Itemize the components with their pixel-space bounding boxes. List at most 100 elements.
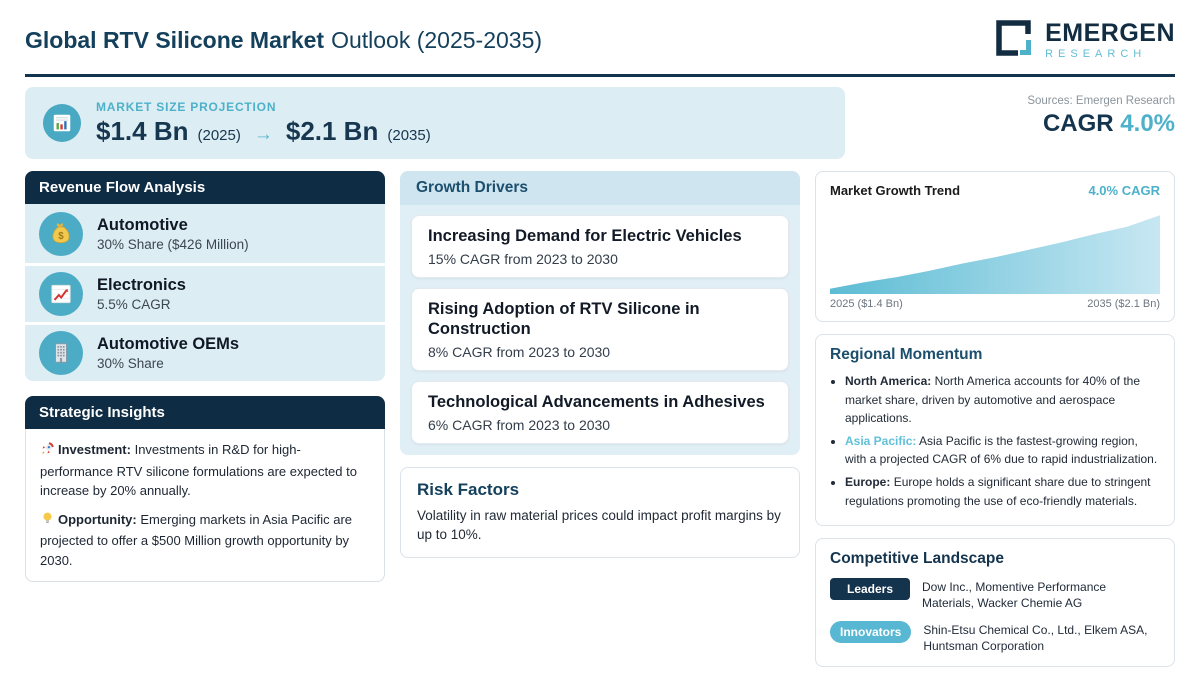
trend-x-axis: 2025 ($1.4 Bn) 2035 ($2.1 Bn) (830, 298, 1160, 310)
market-size-projection-label: MARKET SIZE PROJECTION (96, 99, 277, 114)
cagr-label: CAGR (1042, 110, 1114, 137)
office-building-icon (39, 331, 83, 375)
leaders-companies: Dow Inc., Momentive Performance Material… (922, 580, 1107, 610)
revenue-row-title: Automotive OEMs (97, 335, 240, 353)
competitive-row-innovators: Innovators Shin-Etsu Chemical Co., Ltd.,… (830, 621, 1160, 654)
page-title-rest: Outlook (2025-2035) (331, 27, 543, 53)
growth-driver-subtitle: 8% CAGR from 2023 to 2030 (428, 343, 611, 360)
insight-label: Opportunity: (58, 511, 137, 527)
growth-driver-subtitle: 15% CAGR from 2023 to 2030 (428, 250, 618, 267)
region-item-north-america: North America: North America accounts fo… (845, 372, 1160, 428)
insight-text: Investments in R&D for high-performance … (40, 442, 357, 498)
revenue-row-text: Electronics 5.5% CAGR (97, 276, 186, 312)
revenue-row-title: Electronics (97, 276, 186, 294)
growth-trend-chart (830, 215, 1160, 294)
revenue-row-electronics: Electronics 5.5% CAGR (25, 263, 385, 322)
strategic-insights-body: Investment: Investments in R&D for high-… (25, 429, 385, 582)
svg-text:$: $ (58, 230, 64, 241)
revenue-row-subtitle: 5.5% CAGR (97, 297, 171, 312)
hero-text: MARKET SIZE PROJECTION $1.4 Bn (2025) → … (96, 100, 431, 147)
growth-driver-card: Rising Adoption of RTV Silicone in Const… (411, 287, 789, 371)
growth-area (830, 215, 1160, 294)
emergen-research-logo: EMERGEN RESEARCH (992, 16, 1175, 65)
chart-increasing-icon (39, 272, 83, 316)
revenue-flow-header: Revenue Flow Analysis (25, 171, 385, 204)
cagr-stat: CAGR 4.0% (1027, 110, 1175, 138)
strategic-insights-header: Strategic Insights (25, 396, 385, 429)
money-bag-icon: $ (39, 211, 83, 256)
trend-x-end: 2035 ($2.1 Bn) (1087, 298, 1160, 310)
left-column: Revenue Flow Analysis $ Automotive (25, 171, 385, 582)
regional-momentum-card: Regional Momentum North America: North A… (815, 334, 1175, 527)
infographic-page: Global RTV Silicone Market Outlook (2025-… (0, 0, 1200, 667)
sources-note: Sources: Emergen Research (1027, 95, 1175, 107)
competitive-row-leaders: Leaders Dow Inc., Momentive Performance … (830, 578, 1160, 611)
innovators-companies: Shin-Etsu Chemical Co., Ltd., Elkem ASA,… (923, 623, 1148, 653)
growth-driver-title: Rising Adoption of RTV Silicone in Const… (428, 299, 700, 339)
growth-driver-card: Increasing Demand for Electric Vehicles … (411, 215, 789, 278)
content-columns: Revenue Flow Analysis $ Automotive (25, 171, 1175, 667)
region-text: North America accounts for 40% of the ma… (845, 374, 1141, 426)
region-label: North America: (845, 374, 932, 388)
strategic-insights-card: Strategic Insights Investment: Investmen… (25, 396, 385, 582)
page-title: Global RTV Silicone Market Outlook (2025-… (25, 27, 542, 54)
revenue-row-text: Automotive OEMs 30% Share (97, 335, 239, 371)
market-size-values: $1.4 Bn (2025) → $2.1 Bn (2035) (96, 116, 431, 147)
region-item-europe: Europe: Europe holds a significant share… (845, 473, 1160, 510)
region-label: Asia Pacific: (845, 433, 917, 448)
revenue-row-automotive-oems: Automotive OEMs 30% Share (25, 322, 385, 381)
logo-line2: RESEARCH (1045, 48, 1147, 60)
hero-row: MARKET SIZE PROJECTION $1.4 Bn (2025) → … (25, 87, 1175, 159)
insight-label: Investment: (58, 442, 131, 457)
hero-side: Sources: Emergen Research CAGR 4.0% (1027, 87, 1175, 159)
logo-text: EMERGEN RESEARCH (1045, 21, 1175, 60)
light-bulb-icon (40, 511, 55, 532)
regional-momentum-title: Regional Momentum (830, 346, 983, 363)
page-title-bold: Global RTV Silicone Market (25, 27, 325, 53)
start-year: (2025) (197, 126, 241, 144)
growth-driver-title: Increasing Demand for Electric Vehicles (428, 227, 742, 245)
insight-opportunity: Opportunity: Emerging markets in Asia Pa… (40, 510, 370, 571)
arrow-right-icon: → (253, 123, 273, 145)
region-text: Europe holds a significant share due to … (845, 474, 1151, 508)
revenue-flow-card: Revenue Flow Analysis $ Automotive (25, 171, 385, 381)
competitive-landscape-card: Competitive Landscape Leaders Dow Inc., … (815, 538, 1175, 667)
growth-drivers-section: Growth Drivers Increasing Demand for Ele… (400, 171, 800, 455)
innovators-badge: Innovators (830, 621, 912, 644)
end-year: (2035) (387, 126, 431, 144)
regional-momentum-list: North America: North America accounts fo… (830, 372, 1160, 510)
growth-driver-subtitle: 6% CAGR from 2023 to 2030 (428, 416, 611, 433)
market-growth-trend-card: Market Growth Trend 4.0% CAGR 2025 ($1.4… (815, 171, 1175, 322)
revenue-row-automotive: $ Automotive 30% Share ($426 Million) (25, 204, 385, 263)
revenue-row-subtitle: 30% Share ($426 Million) (97, 236, 249, 252)
end-value: $2.1 Bn (285, 115, 379, 146)
revenue-row-title: Automotive (97, 215, 188, 234)
risk-factors-text: Volatility in raw material prices could … (417, 507, 781, 543)
insight-text: Emerging markets in Asia Pacific are pro… (40, 511, 353, 568)
insight-investment: Investment: Investments in R&D for high-… (40, 440, 370, 501)
competitive-landscape-title: Competitive Landscape (830, 550, 1004, 568)
risk-factors-title: Risk Factors (417, 479, 520, 499)
region-text: Asia Pacific is the fastest-growing regi… (845, 433, 1158, 467)
region-item-asia-pacific: Asia Pacific: Asia Pacific is the fastes… (845, 432, 1160, 469)
growth-driver-title: Technological Advancements in Adhesives (428, 392, 765, 411)
middle-column: Growth Drivers Increasing Demand for Ele… (400, 171, 800, 558)
trend-title: Market Growth Trend (830, 183, 961, 198)
growth-driver-card: Technological Advancements in Adhesives … (411, 380, 789, 444)
start-value: $1.4 Bn (96, 115, 189, 146)
cagr-value: 4.0% (1120, 110, 1175, 137)
trend-x-start: 2025 ($1.4 Bn) (830, 298, 903, 310)
logo-square-icon (992, 16, 1036, 65)
header: Global RTV Silicone Market Outlook (2025-… (25, 16, 1175, 77)
rocket-icon (40, 441, 55, 462)
growth-drivers-header: Growth Drivers (400, 171, 800, 205)
market-size-projection-band: MARKET SIZE PROJECTION $1.4 Bn (2025) → … (25, 87, 845, 159)
region-label: Europe: (845, 474, 891, 489)
right-column: Market Growth Trend 4.0% CAGR 2025 ($1.4… (815, 171, 1175, 667)
trend-head: Market Growth Trend 4.0% CAGR (830, 183, 1160, 198)
trend-cagr-badge: 4.0% CAGR (1088, 183, 1160, 198)
revenue-row-text: Automotive 30% Share ($426 Million) (97, 216, 249, 252)
leaders-badge: Leaders (830, 578, 910, 601)
logo-line1: EMERGEN (1045, 19, 1175, 47)
bar-chart-icon (43, 104, 81, 142)
